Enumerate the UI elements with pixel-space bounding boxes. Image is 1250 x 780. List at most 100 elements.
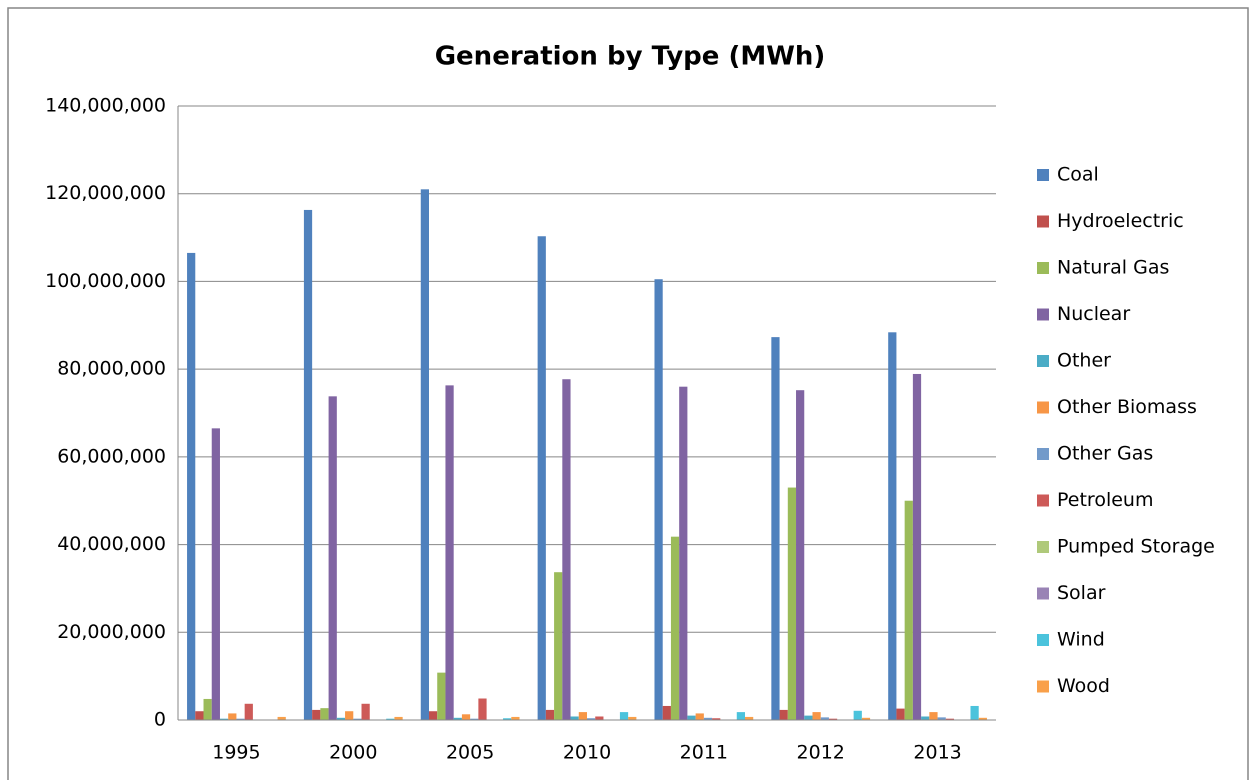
x-tick-label: 2013 [913, 742, 961, 764]
bar [796, 390, 805, 720]
bar [904, 500, 913, 720]
y-tick-label: 60,000,000 [57, 445, 166, 467]
bar [277, 716, 286, 720]
bar [195, 711, 204, 720]
bar [312, 709, 321, 720]
bar [587, 718, 596, 720]
legend-label: Nuclear [1057, 303, 1130, 325]
y-tick-label: 80,000,000 [57, 358, 166, 380]
bar [570, 716, 579, 720]
bar [219, 718, 229, 720]
bar [461, 714, 471, 720]
bar [187, 252, 196, 720]
bar [619, 712, 629, 720]
bar [386, 718, 395, 720]
bar [896, 708, 905, 720]
legend-label: Other Gas [1057, 443, 1153, 465]
bar [736, 712, 746, 720]
bar [470, 718, 479, 720]
bar [537, 236, 546, 720]
legend-label: Wood [1057, 675, 1110, 697]
legend-label: Wind [1057, 629, 1105, 651]
bar [812, 712, 821, 720]
legend-swatch [1037, 448, 1049, 460]
legend-swatch [1037, 262, 1049, 274]
bar [654, 279, 663, 720]
bar [361, 703, 370, 720]
bar [828, 718, 838, 720]
legend-swatch [1037, 587, 1049, 600]
legend-label: Pumped Storage [1057, 536, 1215, 558]
bar [236, 718, 245, 720]
x-tick-label: 2012 [797, 742, 845, 764]
bar [929, 712, 938, 720]
legend-swatch [1037, 169, 1049, 181]
bar [453, 717, 462, 720]
bar [921, 716, 930, 720]
bar [595, 716, 604, 720]
legend-label: Petroleum [1057, 489, 1153, 511]
x-tick-label: 2000 [329, 742, 377, 764]
bar [912, 373, 922, 720]
bar [771, 337, 780, 720]
bar [662, 705, 671, 720]
y-tick-label: 40,000,000 [57, 533, 166, 555]
y-tick-label: 140,000,000 [45, 95, 166, 117]
bar [703, 717, 713, 720]
x-tick-label: 2011 [680, 742, 728, 764]
legend-swatch [1037, 355, 1049, 367]
legend-swatch [1037, 634, 1049, 646]
bar [228, 713, 237, 720]
legend-swatch [1037, 401, 1049, 414]
bar [712, 718, 721, 720]
bar [687, 715, 696, 720]
bar [345, 711, 354, 720]
bar [578, 712, 587, 720]
legend-label: Other Biomass [1057, 396, 1197, 418]
y-tick-label: 100,000,000 [45, 270, 166, 292]
bar [888, 332, 897, 720]
x-tick-label: 2010 [563, 742, 611, 764]
bar [244, 703, 253, 720]
bar [336, 717, 346, 720]
bar [545, 709, 555, 720]
legend-swatch [1037, 308, 1049, 321]
bar [861, 717, 871, 720]
bar [420, 189, 429, 721]
y-tick-label: 20,000,000 [57, 621, 166, 643]
bar [211, 428, 220, 720]
bar [428, 711, 438, 720]
bar [203, 698, 212, 720]
legend-swatch [1037, 494, 1049, 507]
bar [562, 379, 571, 720]
legend-label: Other [1057, 350, 1111, 372]
bar [970, 705, 979, 720]
bar [670, 536, 680, 720]
x-tick-label: 2005 [446, 742, 494, 764]
bar [394, 716, 403, 720]
y-tick-label: 120,000,000 [45, 182, 166, 204]
bar [628, 716, 637, 720]
bar [804, 715, 813, 720]
bar [937, 717, 946, 720]
x-tick-label: 1995 [212, 742, 260, 764]
bar [745, 716, 754, 720]
legend-label: Coal [1057, 164, 1099, 186]
bar [554, 572, 563, 720]
bar [478, 698, 487, 720]
bar [445, 385, 454, 720]
bar [303, 209, 313, 721]
legend-swatch [1037, 541, 1049, 553]
legend-label: Natural Gas [1057, 257, 1169, 279]
bar [328, 396, 337, 720]
bar [779, 709, 788, 720]
legend-swatch [1037, 215, 1049, 228]
bar [511, 716, 520, 720]
chart-title: Generation by Type (MWh) [435, 42, 826, 72]
bar [820, 717, 829, 720]
bar [679, 386, 688, 720]
bar [503, 718, 512, 720]
bar [945, 718, 955, 720]
bar [787, 487, 797, 720]
bar [353, 718, 362, 720]
